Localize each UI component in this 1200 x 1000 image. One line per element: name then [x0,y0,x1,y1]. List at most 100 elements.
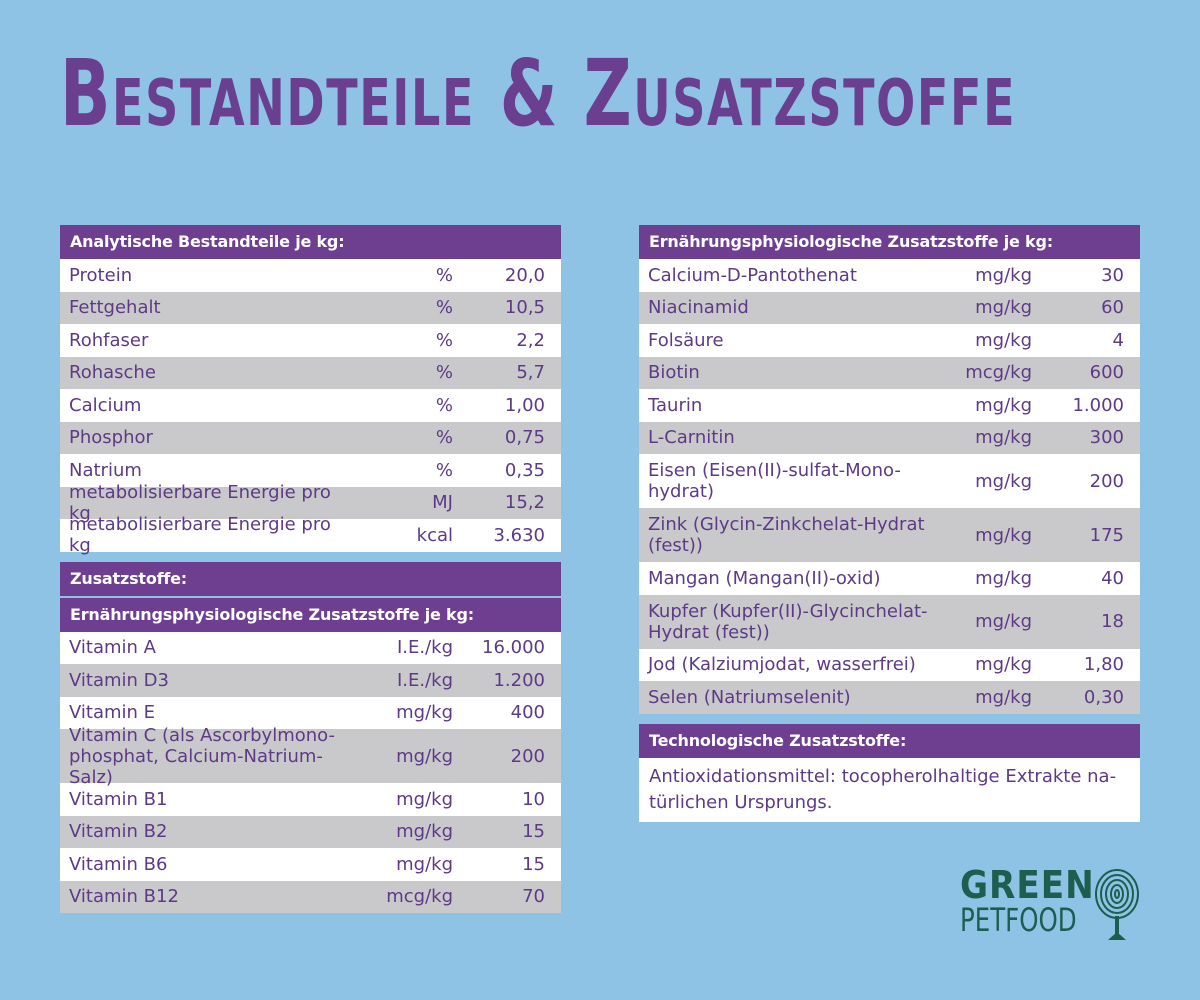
table-row: metabolisierbare Energie pro kg kcal 3.630 [60,514,561,556]
row-value: 400 [510,702,545,724]
logo-line1: GREEN [960,863,1095,907]
row-value: 15 [522,821,545,843]
row-name: Mangan (Mangan(II)-oxid) [648,567,881,589]
row-name: Rohfaser [69,329,149,351]
table-row: Natrium% 0,35 [60,454,561,487]
row-name: Vitamin B1 [69,788,168,810]
row-name: L-Carnitin [648,427,735,449]
table-row: Vitamin C (als Ascorbylmono- phosphat, C… [60,725,561,788]
row-value: 15 [522,853,545,875]
row-name: Phosphor [69,427,153,449]
row-value: 30 [1101,264,1124,286]
row-unit: mg/kg [975,524,1032,546]
additives-subheader: Ernährungsphysiologische Zusatzstoffe je… [60,597,561,632]
brand-logo: GREEN PETFOOD [960,866,1150,946]
row-unit: mg/kg [396,702,453,724]
row-value: 300 [1089,427,1124,449]
table-row: Vitamin B1 mg/kg 10 [60,783,561,816]
row-value: 5,7 [516,362,545,384]
nutritional-table: Calcium-D-Pantothenat mg/kg 30 Niacinamid mg… [639,259,1140,714]
row-name: Vitamin E [69,702,156,724]
row-name: Fettgehalt [69,297,161,319]
row-unit: mcg/kg [386,886,453,908]
row-value: 3.630 [493,524,545,546]
table-row: Vitamin B6 mg/kg 15 [60,848,561,881]
row-name: Vitamin B12 [69,886,179,908]
row-value: 1,80 [1083,654,1124,676]
table-row: Vitamin B12 mcg/kg 70 [60,880,561,913]
row-value: 60 [1101,297,1124,319]
table-row: Calcium% 1,00 [60,389,561,422]
table-row: Mangan (Mangan(II)-oxid) mg/kg 40 [639,562,1140,595]
row-name: Jod (Kalziumjodat, wasserfrei) [648,654,916,676]
table-row: Folsäure mg/kg 4 [639,324,1140,357]
row-unit: mg/kg [396,788,453,810]
row-unit: I.E./kg [396,637,453,659]
row-name: Vitamin A [69,637,156,659]
row-value: 40 [1101,567,1124,589]
row-unit: mg/kg [975,297,1032,319]
row-name: Zink (Glycin-Zinkchelat-Hydrat (fest)) [648,514,925,556]
table-row: L-Carnitin mg/kg 300 [639,421,1140,454]
row-name: Calcium [69,394,142,416]
row-unit: mg/kg [975,567,1032,589]
row-unit: % [435,427,453,449]
row-value: 10 [522,788,545,810]
row-unit: mg/kg [396,745,453,767]
analytic-header: Analytische Bestandteile je kg: [60,225,561,259]
table-row: Protein% 20,0 [60,259,561,292]
table-row: Kupfer (Kupfer(II)-Glycinchelat- Hydrat … [639,594,1140,649]
row-value: 10,5 [504,297,545,319]
table-row: Vitamin B2 mg/kg 15 [60,815,561,848]
row-unit: % [435,394,453,416]
table-row: Fettgehalt% 10,5 [60,291,561,324]
row-name: Taurin [648,394,703,416]
table-row: Vitamin E mg/kg 400 [60,696,561,729]
row-value: 16.000 [482,637,545,659]
row-unit: mg/kg [396,821,453,843]
row-unit: MJ [432,492,453,514]
row-unit: % [435,459,453,481]
row-name: Biotin [648,362,700,384]
right-panel: Ernährungsphysiologische Zusatzstoffe je… [639,225,1140,822]
table-row: Zink (Glycin-Zinkchelat-Hydrat (fest)) mg… [639,508,1140,562]
row-unit: % [435,329,453,351]
row-unit: I.E./kg [396,669,453,691]
row-value: 175 [1089,524,1124,546]
row-name: Rohasche [69,362,156,384]
row-value: 1.200 [493,669,545,691]
row-name: Folsäure [648,329,724,351]
table-row: Calcium-D-Pantothenat mg/kg 30 [639,259,1140,292]
technological-header: Technologische Zusatzstoffe: [639,723,1140,758]
table-row: Vitamin A I.E./kg 16.000 [60,631,561,664]
row-unit: mg/kg [975,611,1032,632]
row-name: Vitamin B2 [69,821,168,843]
row-value: 15,2 [504,492,545,514]
row-name: Vitamin C (als Ascorbylmono- phosphat, C… [69,724,335,788]
row-unit: mg/kg [975,470,1032,492]
table-row: Eisen (Eisen(II)-sulfat-Mono- hydrat) mg/… [639,454,1140,508]
row-name: Eisen (Eisen(II)-sulfat-Mono- hydrat) [648,460,901,502]
fingerprint-tree-icon [1095,869,1139,940]
analytic-table: Protein% 20,0 Fettgehalt% 10,5 Rohfaser% 2,2 R… [60,259,561,556]
row-unit: mg/kg [975,654,1032,676]
row-name: Selen (Natriumselenit) [648,686,851,708]
nutritional-header: Ernährungsphysiologische Zusatzstoffe je… [639,225,1140,259]
row-name: Calcium-D-Pantothenat [648,264,857,286]
row-name: Natrium [69,459,142,481]
row-value: 0,30 [1083,686,1124,708]
page-title: Bestandteile & Zusatzstoffe [60,40,1017,147]
row-value: 0,75 [504,427,545,449]
table-row: Biotin mcg/kg 600 [639,356,1140,389]
row-name: metabolisierbare Energie pro kg [69,481,331,524]
table-row: Jod (Kalziumjodat, wasserfrei) mg/kg 1,80 [639,648,1140,681]
row-unit: mg/kg [975,427,1032,449]
row-value: 1.000 [1072,394,1124,416]
row-value: 200 [510,745,545,767]
row-name: Niacinamid [648,297,749,319]
technological-text: Antioxidationsmittel: tocopherolhaltige … [639,757,1140,822]
row-value: 1,00 [504,394,545,416]
row-value: 0,35 [504,459,545,481]
logo-line2: PETFOOD [960,901,1077,939]
table-row: Rohfaser% 2,2 [60,324,561,357]
